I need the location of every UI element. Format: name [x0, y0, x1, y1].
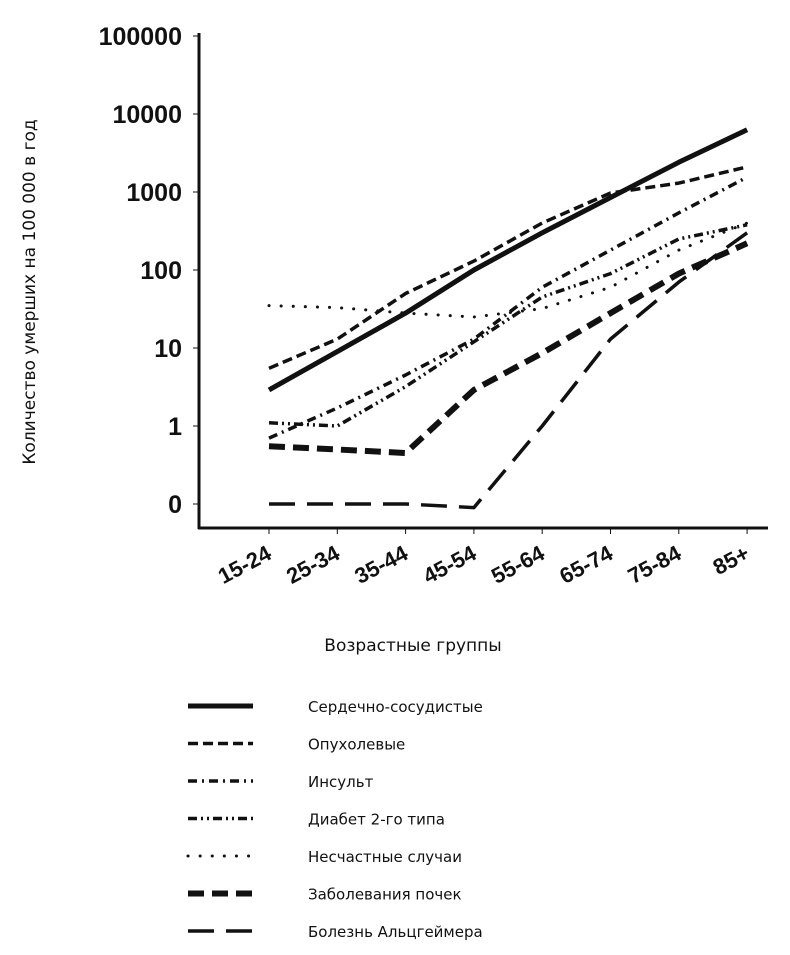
x-axis-title: Возрастные группы [324, 636, 501, 656]
legend-label: Сердечно-сосудистые [308, 698, 483, 716]
series-line-1 [268, 165, 748, 370]
legend-label: Заболевания почек [308, 886, 462, 904]
legend: Сердечно-сосудистые Опухолевые Инсульт Диаб… [186, 698, 483, 941]
series-line-5 [268, 240, 749, 456]
legend-label: Диабет 2-го типа [308, 811, 445, 829]
legend-label: Болезнь Альцгеймера [308, 923, 483, 941]
legend-label: Несчастные случаи [308, 848, 462, 866]
y-tick-label: 10000 [112, 101, 182, 129]
series-line-6 [269, 231, 749, 510]
y-tick-label: 1 [168, 413, 182, 441]
series-line-4 [267, 221, 749, 319]
series-line-3 [268, 223, 748, 428]
x-tick-label: 25-34 [282, 540, 344, 589]
y-axis-title: Количество умерших на 100 000 в год [20, 119, 40, 464]
y-tick-label: 0 [168, 491, 182, 519]
legend-label: Опухолевые [308, 736, 405, 754]
x-tick-label: 15-24 [214, 540, 276, 589]
x-tick-label: 45-54 [419, 540, 481, 589]
x-tick-label: 75-84 [624, 540, 686, 589]
legend-label: Инсульт [308, 773, 374, 791]
x-tick-label: 85+ [709, 540, 754, 580]
x-tick-label: 55-64 [487, 540, 549, 589]
x-tick-label: 65-74 [555, 540, 617, 589]
x-tick-label: 35-44 [351, 540, 413, 589]
series-line-2 [268, 175, 748, 440]
y-tick-label: 10 [154, 335, 182, 363]
y-tick-label: 100000 [99, 23, 182, 51]
y-tick-label: 1000 [126, 179, 182, 207]
y-tick-label: 100 [140, 257, 182, 285]
series-line-0 [267, 127, 749, 393]
